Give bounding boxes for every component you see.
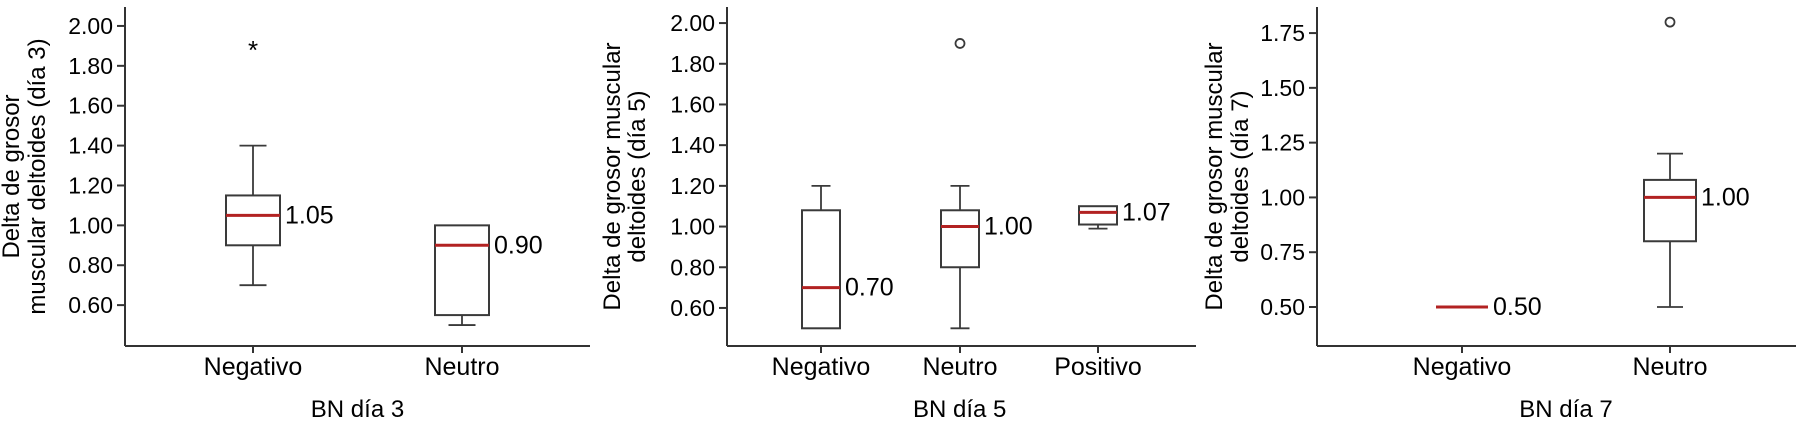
y-tick-label: 1.40 <box>68 133 113 159</box>
y-tick-label: 0.50 <box>1260 294 1305 320</box>
y-tick-label: 1.00 <box>68 212 113 238</box>
y-axis-title-line: deltoides (día 5) <box>624 90 651 262</box>
box-dia7-Neutro: 1.00 <box>1643 16 1750 308</box>
y-tick-label: 0.80 <box>670 254 715 280</box>
y-tick-label: 1.60 <box>68 93 113 119</box>
box-dia7-Negativo: 0.50 <box>1436 293 1542 321</box>
y-tick-label: 1.80 <box>670 51 715 77</box>
y-tick-label: 1.80 <box>68 53 113 79</box>
y-tick-label: 1.00 <box>670 214 715 240</box>
box-dia5-Positivo: 1.07 <box>1078 198 1171 230</box>
median-value-label: 0.50 <box>1493 293 1542 321</box>
category-label: Positivo <box>1054 353 1142 381</box>
iqr-box <box>225 194 281 247</box>
y-tick-label: 2.00 <box>670 10 715 36</box>
box-dia5-Negativo: 0.70 <box>801 184 894 330</box>
outlier-asterisk-marker: * <box>248 35 258 65</box>
median-value-label: 0.70 <box>845 274 894 302</box>
y-tick-label: 1.20 <box>68 172 113 198</box>
y-tick-label: 1.00 <box>1260 184 1305 210</box>
outlier-circle-marker <box>1664 16 1676 28</box>
box-dia3-Neutro: 0.90 <box>434 224 543 326</box>
category-label: Negativo <box>772 353 871 381</box>
y-axis-title-line: muscular deltoides (día 3) <box>24 38 51 314</box>
panel-dia7: 1.75 1.50 1.25 1.00 0.75 0.50 Delta de grosor … <box>1201 7 1796 423</box>
median-value-label: 1.00 <box>984 213 1033 241</box>
y-tick-label: 0.60 <box>670 295 715 321</box>
median-value-label: 1.05 <box>285 201 334 229</box>
median-value-label: 1.07 <box>1122 198 1171 226</box>
panel-dia5: 2.00 1.80 1.60 1.40 1.20 1.00 0.80 0.60 Delta de… <box>599 7 1196 423</box>
box-dia5-Neutro: 1.00 <box>940 38 1033 330</box>
outlier-circle-marker <box>954 38 966 49</box>
y-tick-label: 0.75 <box>1260 239 1305 265</box>
category-label: Negativo <box>1413 353 1512 381</box>
y-tick-label: 1.20 <box>670 173 715 199</box>
panel-dia3: 2.00 1.80 1.60 1.40 1.20 1.00 0.80 0.60 Delta de… <box>0 7 590 423</box>
y-tick-label: 1.50 <box>1260 75 1305 101</box>
y-axis-title-line: Delta de grosor <box>0 94 25 258</box>
category-label: Neutro <box>424 353 499 381</box>
median-value-label: 1.00 <box>1701 183 1750 211</box>
category-label: Negativo <box>204 353 303 381</box>
y-tick-label: 0.80 <box>68 252 113 278</box>
iqr-box <box>801 209 841 330</box>
y-axis-title-line: Delta de grosor muscular <box>599 42 626 310</box>
y-tick-label: 1.40 <box>670 132 715 158</box>
box-dia3-Negativo: 1.05 * <box>225 35 334 287</box>
y-tick-label: 1.25 <box>1260 130 1305 156</box>
x-axis-title: BN día 3 <box>311 396 404 423</box>
y-tick-label: 0.60 <box>68 292 113 318</box>
y-tick-label: 1.60 <box>670 91 715 117</box>
y-axis-title-line: deltoides (día 7) <box>1227 90 1254 262</box>
x-axis-title: BN día 7 <box>1519 396 1612 423</box>
median-value-label: 0.90 <box>494 231 543 259</box>
iqr-box <box>1643 178 1697 243</box>
category-label: Neutro <box>1632 353 1707 381</box>
y-tick-label: 1.75 <box>1260 20 1305 46</box>
iqr-box <box>1078 205 1118 226</box>
iqr-box <box>940 209 980 269</box>
y-axis-title-line: Delta de grosor muscular <box>1201 42 1228 310</box>
category-label: Neutro <box>922 353 997 381</box>
iqr-box <box>434 224 490 317</box>
x-axis-title: BN día 5 <box>913 396 1006 423</box>
y-tick-label: 2.00 <box>68 13 113 39</box>
